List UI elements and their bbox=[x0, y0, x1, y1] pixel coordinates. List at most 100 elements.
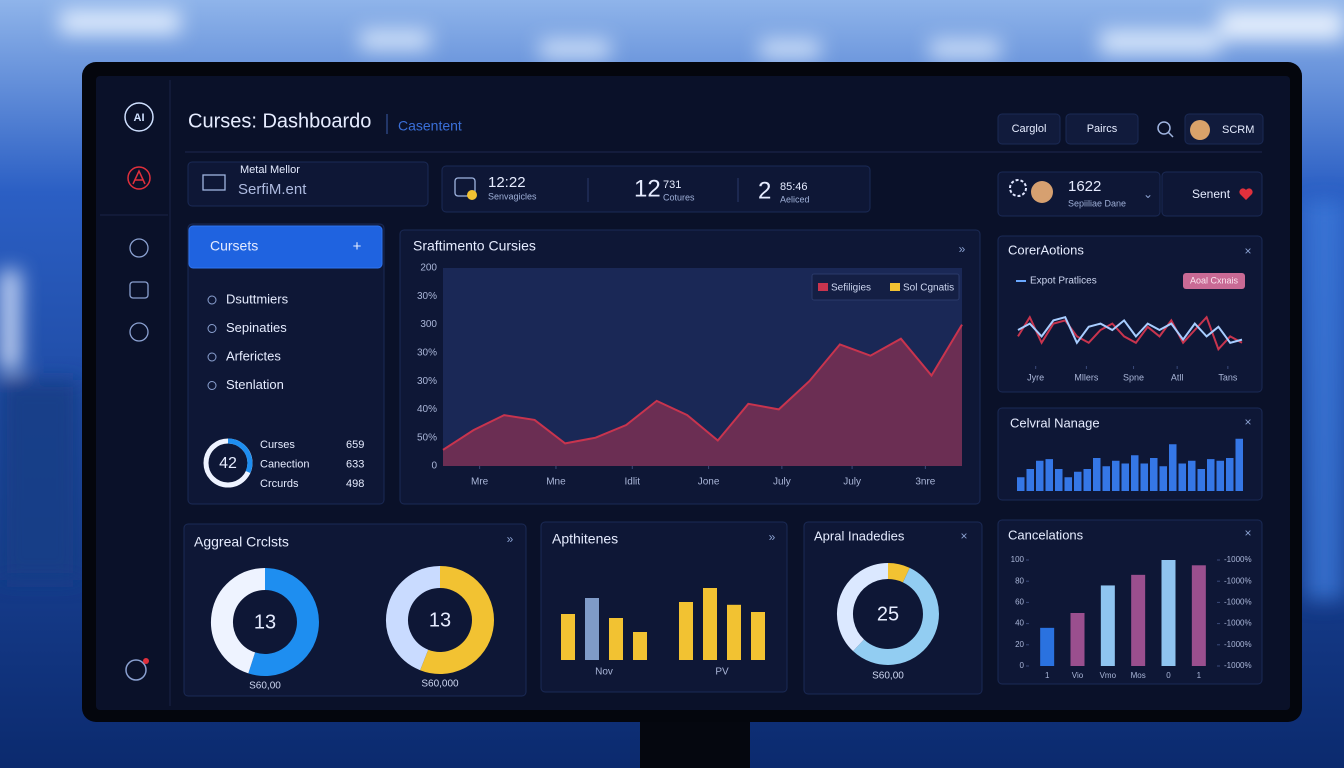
donut-segment bbox=[887, 563, 910, 583]
x-tick-label: Jone bbox=[698, 477, 720, 488]
header-button[interactable] bbox=[997, 113, 1061, 145]
status-chevron: ⌄ bbox=[1143, 187, 1153, 201]
stat-label: Cotures bbox=[663, 192, 695, 202]
donut-segment bbox=[837, 563, 889, 652]
search-icon-handle bbox=[1167, 131, 1174, 138]
y-tick-label: 0 bbox=[431, 461, 437, 472]
chart-title: Sraftimento Cursies bbox=[413, 238, 536, 254]
chart-title: Cancelations bbox=[1008, 527, 1084, 542]
bar bbox=[1064, 477, 1072, 491]
legend-label: Sefiligies bbox=[831, 283, 871, 294]
header-button-label[interactable]: Carglol bbox=[1012, 123, 1047, 135]
chart-title: Apral Inadedies bbox=[814, 528, 905, 543]
donut-segment bbox=[420, 566, 494, 674]
area-fill bbox=[443, 324, 962, 466]
bar bbox=[1207, 459, 1215, 491]
bar bbox=[1161, 560, 1176, 666]
row-name: Crcurds bbox=[260, 478, 299, 490]
panel-expand: » bbox=[507, 532, 514, 546]
bar bbox=[727, 604, 741, 660]
sidebar-icon[interactable] bbox=[127, 166, 151, 190]
user-name[interactable]: SCRM bbox=[1222, 124, 1254, 136]
panel-close: × bbox=[1244, 244, 1251, 258]
sidebar-icon[interactable] bbox=[129, 322, 149, 342]
profile-value: SerfiM.ent bbox=[238, 181, 307, 198]
status-button[interactable] bbox=[1161, 171, 1263, 217]
search-icon[interactable] bbox=[1157, 121, 1171, 135]
list-bullet bbox=[207, 352, 217, 362]
stat-label: Senvagicles bbox=[488, 191, 537, 201]
x-tick-label: 1 bbox=[1045, 671, 1050, 680]
chart-title: Aggreal Crclsts bbox=[194, 534, 289, 550]
donut-segment bbox=[386, 566, 441, 671]
page-subtitle: Casentent bbox=[398, 118, 462, 134]
panel-close: × bbox=[1244, 415, 1251, 429]
bar bbox=[1235, 438, 1243, 491]
list-bullet bbox=[207, 324, 217, 333]
side-donut-arc bbox=[227, 438, 253, 474]
y-tick-label: 20 bbox=[1015, 640, 1024, 649]
bar bbox=[561, 614, 575, 660]
y-tick-label: 200 bbox=[420, 263, 437, 274]
y-tick-label: 50% bbox=[417, 432, 437, 443]
header-button-label[interactable]: Paircs bbox=[1087, 123, 1118, 135]
y2-tick-label: -1000% bbox=[1224, 576, 1252, 585]
x-tick-label: Spne bbox=[1123, 372, 1144, 382]
list-item[interactable]: Stenlation bbox=[226, 377, 284, 392]
y2-tick-label: -1000% bbox=[1224, 640, 1252, 649]
donut-caption: S60,000 bbox=[421, 679, 459, 690]
y-tick-label: 0 bbox=[1020, 661, 1025, 670]
bar bbox=[1159, 466, 1167, 491]
row-name: Canection bbox=[260, 458, 310, 470]
status-avatar bbox=[1031, 181, 1053, 203]
bar bbox=[1131, 455, 1139, 491]
y-tick-label: 80 bbox=[1015, 576, 1024, 585]
bar bbox=[1112, 460, 1120, 491]
sidebar-icon[interactable] bbox=[129, 238, 149, 258]
bar bbox=[1074, 471, 1082, 491]
chart-panel bbox=[997, 519, 1263, 685]
sidebar-icon[interactable] bbox=[125, 659, 147, 681]
heart-icon bbox=[1239, 188, 1253, 200]
badge-label: Aoal Cxnais bbox=[1190, 275, 1239, 285]
sidebar-icon[interactable] bbox=[129, 281, 149, 299]
x-tick-label: Mre bbox=[471, 477, 489, 488]
series-line bbox=[1017, 315, 1243, 352]
list-item[interactable]: Sepinaties bbox=[226, 320, 287, 335]
badge bbox=[1183, 273, 1245, 289]
bar bbox=[1140, 463, 1148, 491]
list-item[interactable]: Arferictes bbox=[226, 348, 281, 363]
status-value: 1622 bbox=[1068, 178, 1101, 195]
bar bbox=[1178, 463, 1186, 491]
x-tick-label: 3nre bbox=[915, 477, 935, 488]
bar bbox=[1197, 469, 1205, 491]
donut-center: 13 bbox=[254, 611, 276, 633]
primary-button-label[interactable]: Cursets bbox=[210, 238, 258, 254]
panel-expand: » bbox=[769, 530, 776, 544]
stat-sub: 731 bbox=[663, 179, 681, 191]
x-tick-label: Mne bbox=[546, 477, 566, 488]
x-tick-label: Vmo bbox=[1100, 671, 1117, 680]
list-bullet bbox=[207, 295, 217, 305]
stats-bar bbox=[441, 165, 871, 213]
donut-segment bbox=[211, 568, 266, 674]
panel-close: × bbox=[960, 529, 967, 543]
status-button-label[interactable]: Senent bbox=[1192, 187, 1231, 201]
stat-value: 12:22 bbox=[488, 174, 526, 191]
legend-swatch bbox=[818, 283, 828, 291]
y-tick-label: 30% bbox=[417, 347, 437, 358]
bar bbox=[1216, 460, 1224, 491]
x-tick-label: Idlit bbox=[625, 477, 641, 488]
primary-button[interactable] bbox=[188, 225, 383, 269]
x-tick-label: Mllers bbox=[1074, 372, 1098, 382]
stats-icon bbox=[454, 177, 476, 197]
chart-panel bbox=[997, 235, 1263, 393]
donut-label: 42 bbox=[219, 455, 237, 472]
bar bbox=[1191, 565, 1206, 666]
y-tick-label: 30% bbox=[417, 291, 437, 302]
x-tick-label: Mos bbox=[1131, 671, 1146, 680]
primary-button-icon[interactable]: + bbox=[353, 238, 362, 255]
header-button[interactable] bbox=[1065, 113, 1139, 145]
donut-center: 25 bbox=[877, 603, 899, 625]
list-item[interactable]: Dsuttmiers bbox=[226, 291, 289, 306]
